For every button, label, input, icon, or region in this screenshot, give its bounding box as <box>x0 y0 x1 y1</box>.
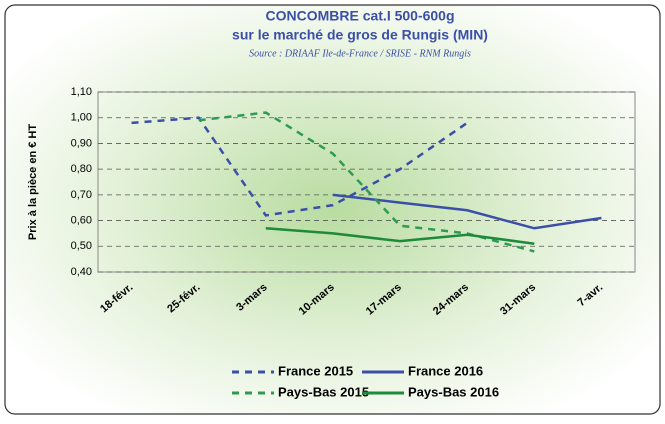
y-tick-label: 1,10 <box>71 86 92 98</box>
y-tick-label: 0,50 <box>71 240 92 252</box>
chart-subtitle: sur le marché de gros de Rungis (MIN) <box>232 27 488 43</box>
series-line <box>131 116 468 217</box>
chart-frame <box>4 4 661 415</box>
plot-area <box>97 91 636 273</box>
series-line <box>198 111 535 253</box>
chart-title: CONCOMBRE cat.I 500-600g <box>265 8 454 24</box>
legend-label: France 2016 <box>408 363 483 378</box>
legend-label: Pays-Bas 2016 <box>408 384 499 399</box>
y-tick-label: 0,80 <box>71 163 92 175</box>
y-axis-label: Prix à la pièce en € HT <box>27 124 39 240</box>
y-tick-label: 0,60 <box>71 214 92 226</box>
y-tick-label: 0,40 <box>71 266 92 278</box>
legend-label: France 2015 <box>278 363 353 378</box>
y-tick-label: 0,90 <box>71 137 92 149</box>
legend-label: Pays-Bas 2015 <box>278 384 369 399</box>
series-line <box>265 227 535 245</box>
y-tick-label: 0,70 <box>71 189 92 201</box>
y-tick-label: 1,00 <box>71 112 92 124</box>
source: Source : DRIAAF Ile-de-France / SRISE - … <box>249 48 471 59</box>
